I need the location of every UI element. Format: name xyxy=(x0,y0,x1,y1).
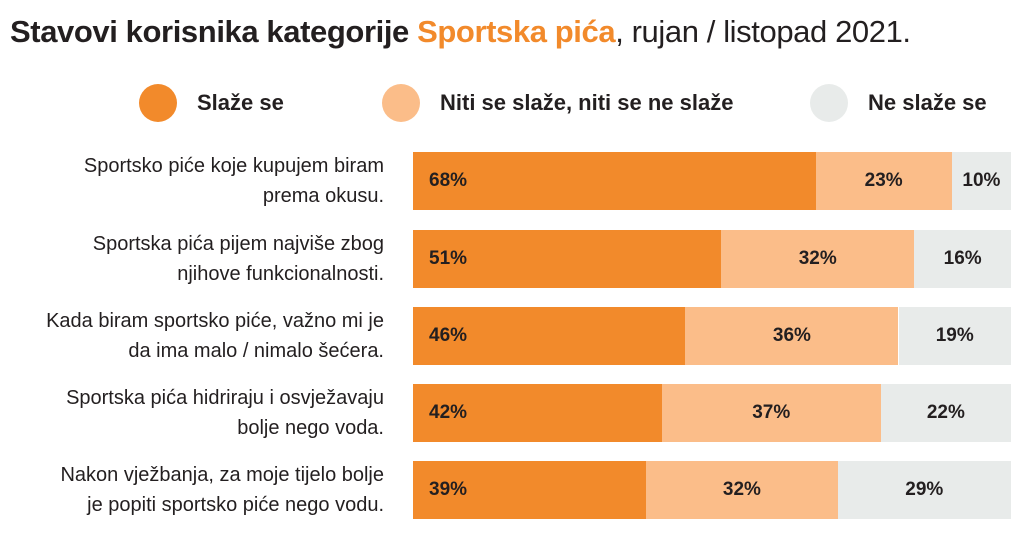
category-label-line: Sportska pića hidriraju i osvježavaju xyxy=(66,387,384,409)
category-label-hydration: Sportska pića hidriraju i osvježavaju bol… xyxy=(0,383,384,443)
legend-swatch-disagree xyxy=(810,84,848,122)
bar-segment-agree xyxy=(413,461,647,519)
bar-row-taste: 68% 23% 10% xyxy=(413,152,1011,210)
bar-row-hydration: 42% 37% 22% xyxy=(413,384,1011,442)
data-label-neutral: 37% xyxy=(752,402,791,423)
category-label-line: njihove funkcionalnosti. xyxy=(177,263,384,285)
category-label-functionality: Sportska pića pijem najviše zbog njihove … xyxy=(0,229,384,289)
data-label-agree: 51% xyxy=(429,248,468,269)
data-label-neutral: 36% xyxy=(772,325,811,346)
bar-segment-agree xyxy=(413,384,662,442)
category-label-low-sugar: Kada biram sportsko piće, važno mi je da … xyxy=(0,306,384,366)
chart-title: Stavovi korisnika kategorije Sportska pi… xyxy=(10,12,911,52)
category-label-line: prema okusu. xyxy=(262,185,384,207)
title-period: , rujan / listopad 2021. xyxy=(615,14,911,49)
category-label-after-exercise: Nakon vježbanja, za moje tijelo bolje je … xyxy=(0,460,384,520)
title-category: Sportska pića xyxy=(417,14,616,49)
data-label-disagree: 16% xyxy=(943,248,982,269)
bar-segment-neutral xyxy=(685,307,899,365)
bar-segment-disagree xyxy=(951,152,1011,210)
category-label-line: je popiti sportsko piće nego vodu. xyxy=(87,494,384,516)
legend-label-disagree: Ne slaže se xyxy=(868,90,987,115)
bar-segment-disagree xyxy=(837,461,1011,519)
bar-segment-agree xyxy=(413,307,686,365)
category-label-line: bolje nego voda. xyxy=(237,417,384,439)
bar-segment-neutral xyxy=(661,384,881,442)
category-label-taste: Sportsko piće koje kupujem biram prema ok… xyxy=(0,151,384,211)
data-label-agree: 68% xyxy=(429,170,468,191)
bar-row-functionality: 51% 32% 16% xyxy=(413,230,1011,288)
bar-segment-agree xyxy=(413,230,722,288)
data-label-disagree: 10% xyxy=(962,170,1001,191)
data-label-neutral: 32% xyxy=(798,248,837,269)
category-label-line: Sportsko piće koje kupujem biram xyxy=(83,155,384,177)
category-label-line: Kada biram sportsko piće, važno mi je xyxy=(46,310,384,332)
data-label-neutral: 32% xyxy=(722,479,761,500)
legend-label-neutral: Niti se slaže, niti se ne slaže xyxy=(440,90,734,115)
bar-segment-neutral xyxy=(721,230,915,288)
data-label-agree: 39% xyxy=(429,479,468,500)
data-label-disagree: 19% xyxy=(935,325,974,346)
title-main: Stavovi korisnika kategorije xyxy=(10,14,418,49)
bar-segment-disagree xyxy=(914,230,1011,288)
legend-swatch-neutral xyxy=(382,84,420,122)
legend-label-agree: Slaže se xyxy=(197,90,284,115)
legend-swatch-agree xyxy=(139,84,177,122)
data-label-agree: 42% xyxy=(429,402,468,423)
bar-segment-agree xyxy=(413,152,816,210)
bar-segment-disagree xyxy=(880,384,1011,442)
bar-segment-neutral xyxy=(815,152,952,210)
bar-segment-neutral xyxy=(646,461,838,519)
data-label-disagree: 29% xyxy=(905,479,944,500)
bar-row-after-exercise: 39% 32% 29% xyxy=(413,461,1011,519)
category-label-line: da ima malo / nimalo šećera. xyxy=(128,340,384,362)
data-label-agree: 46% xyxy=(429,325,468,346)
data-label-disagree: 22% xyxy=(926,402,965,423)
data-label-neutral: 23% xyxy=(864,170,903,191)
category-label-line: Nakon vježbanja, za moje tijelo bolje xyxy=(60,464,384,486)
bar-segment-disagree xyxy=(898,307,1011,365)
category-label-line: Sportska pića pijem najviše zbog xyxy=(92,233,384,255)
bar-row-low-sugar: 46% 36% 19% xyxy=(413,307,1011,365)
